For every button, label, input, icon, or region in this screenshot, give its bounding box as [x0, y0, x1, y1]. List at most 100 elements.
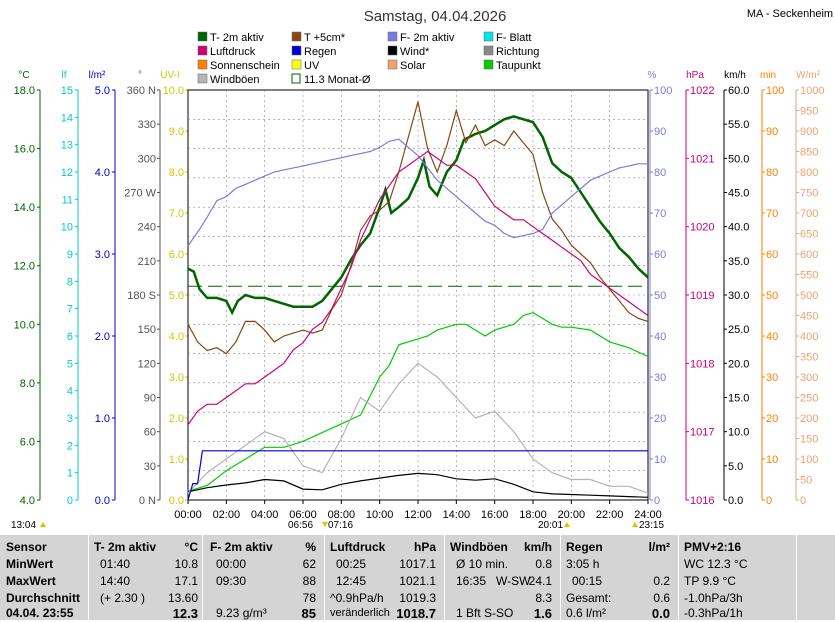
axis-tick-label: 1019 — [690, 290, 714, 302]
x-tick-label: 22:00 — [596, 509, 624, 521]
legend-label: F- 2m aktiv — [400, 32, 455, 44]
axis-tick-label: 360 N — [127, 85, 156, 97]
axis-tick-label: 150 — [138, 324, 156, 336]
axis-tick-label: 30 — [654, 372, 666, 384]
axis-tick-label: 9 — [67, 249, 73, 261]
hum-abs: 9.23 g/m³ — [216, 606, 267, 620]
axis-tick-label: 1018 — [690, 358, 714, 370]
axis-unit-rain: l/m² — [89, 70, 106, 81]
pmv-trend1: -1.0hPa/3h — [684, 591, 743, 605]
axis-tick-label: 0.0 — [95, 495, 110, 507]
axis-tick-label: 5.0 — [728, 461, 743, 473]
axis-tick-label: 14.0 — [14, 202, 35, 214]
axis-tick-label: 10 — [61, 222, 73, 234]
sunset-icon — [564, 522, 570, 527]
rain-val2: 0.2 — [653, 574, 670, 588]
axis-tick-label: 1020 — [690, 222, 714, 234]
axis-tick-label: 80 — [654, 167, 666, 179]
durchschnitt-label: Durchschnitt — [6, 591, 81, 605]
axis-tick-label: 10.0 — [163, 85, 184, 97]
x-tick-label: 12:00 — [404, 509, 432, 521]
axis-tick-label: 200 — [800, 413, 818, 425]
plot-area — [187, 89, 649, 501]
hum-header: F- 2m aktiv — [210, 540, 273, 554]
axis-tick-label: 550 — [800, 270, 818, 282]
press-min-time: 00:25 — [336, 557, 367, 571]
x-axis: 00:00 02:00 04:00 06:00 08:00 10:00 12:00 14:00… — [11, 500, 664, 531]
legend-swatch — [291, 31, 302, 42]
axis-tick-label: 250 — [800, 393, 818, 405]
series-line — [187, 311, 649, 492]
axis-tick-label: 700 — [800, 208, 818, 220]
axis-tick-label: 2.0 — [95, 331, 110, 343]
series-line — [187, 472, 649, 498]
axis-tick-label: 1022 — [690, 85, 714, 97]
axes: °C4.06.08.010.012.014.016.018.0lf0123456… — [14, 70, 825, 507]
pmv-wc: WC 12.3 °C — [684, 557, 748, 571]
axis-tick-label: 13 — [61, 140, 73, 152]
temp-max-time: 14:40 — [100, 574, 131, 588]
axis-tick-label: 90 — [144, 393, 156, 405]
axis-tick-label: 6.0 — [20, 436, 35, 448]
x-tick-label: 08:00 — [328, 509, 356, 521]
axis-unit-uv: UV-I — [160, 70, 179, 81]
maxwert-label: MaxWert — [6, 574, 56, 588]
hum-min-time: 00:00 — [216, 557, 247, 571]
rain-time1: 3:05 h — [566, 557, 600, 571]
series-line — [187, 362, 649, 494]
axis-tick-label: 8 — [67, 276, 73, 288]
axis-tick-label: 1000 — [800, 85, 824, 97]
legend-label: 11.3 Monat-Ø — [304, 74, 371, 86]
legend-label: F- Blatt — [496, 32, 531, 44]
sunrise-time: 06:56 — [288, 520, 313, 531]
x-tick-label: 06:00 — [289, 509, 317, 521]
temp-avg-val: 13.60 — [167, 591, 198, 605]
axis-tick-label: 7.0 — [169, 208, 184, 220]
axis-tick-label: 10.0 — [14, 319, 35, 331]
axis-tick-label: 450 — [800, 311, 818, 323]
axis-tick-label: 240 — [138, 222, 156, 234]
sensor-header: Sensor — [6, 540, 47, 554]
axis-tick-label: 10 — [654, 454, 666, 466]
rain-header: Regen — [566, 540, 603, 554]
axis-tick-label: 5.0 — [169, 290, 184, 302]
axis-tick-label: 7 — [67, 304, 73, 316]
axis-tick-label: 4.0 — [169, 331, 184, 343]
axis-tick-label: 120 — [138, 358, 156, 370]
axis-tick-label: 3.0 — [169, 372, 184, 384]
legend-swatch — [483, 45, 494, 56]
axis-tick-label: 1021 — [690, 153, 714, 165]
legend-label: Wind* — [400, 46, 430, 58]
axis-tick-label: 1 — [67, 468, 73, 480]
axis-tick-label: 15 — [61, 85, 73, 97]
temp-max-val: 17.1 — [174, 574, 198, 588]
press-weather: veränderlich — [330, 607, 390, 619]
hum-avg-val: 78 — [302, 591, 316, 605]
axis-tick-label: 6 — [67, 331, 73, 343]
axis-tick-label: 35.0 — [728, 256, 749, 268]
legend-swatch — [387, 45, 398, 56]
press-trend-label: ^0.9hPa/h — [330, 591, 384, 605]
legend-label: Regen — [304, 46, 336, 58]
axis-tick-label: 55.0 — [728, 119, 749, 131]
x-tick-label: 20:00 — [558, 509, 586, 521]
sunrise-icon — [322, 522, 328, 527]
axis-tick-label: 150 — [800, 434, 818, 446]
axis-tick-label: 40 — [654, 331, 666, 343]
axis-tick-label: 0.0 — [169, 495, 184, 507]
x-tick-label: 14:00 — [443, 509, 471, 521]
wind-current: 1.6 — [533, 606, 552, 621]
axis-tick-label: 100 — [800, 454, 818, 466]
wind-unit: km/h — [523, 540, 552, 554]
legend-label: Sonnenschein — [210, 60, 280, 72]
axis-tick-label: 1.0 — [95, 413, 110, 425]
axis-tick-label: 90 — [766, 126, 778, 138]
axis-tick-label: 400 — [800, 331, 818, 343]
axis-tick-label: 60 — [766, 249, 778, 261]
footer-pressure-col: Luftdruck hPa 00:25 1017.1 12:45 1021.1 ^0.… — [330, 535, 440, 621]
axis-tick-label: 0 — [67, 495, 73, 507]
hum-current: 85 — [301, 606, 316, 621]
axis-tick-label: 500 — [800, 290, 818, 302]
hum-unit: % — [305, 540, 316, 554]
x-tick-label: 16:00 — [481, 509, 509, 521]
